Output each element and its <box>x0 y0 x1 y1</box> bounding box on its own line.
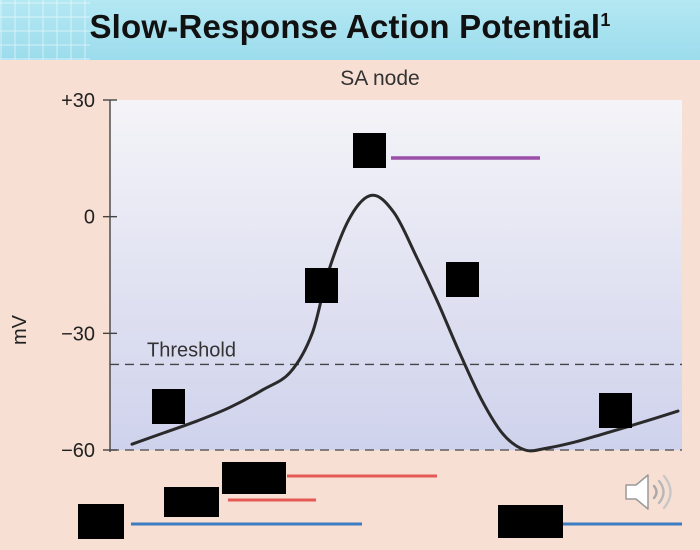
redaction-box-3 <box>446 262 479 297</box>
y-ticks: +30 0 −30 −60 <box>61 90 117 462</box>
plot-area <box>110 100 682 450</box>
chart-subtitle: SA node <box>340 67 419 90</box>
redaction-box-6 <box>222 462 286 494</box>
redaction-box-9 <box>498 505 563 538</box>
page-title: Slow-Response Action Potential1 <box>0 8 700 46</box>
redaction-box-4 <box>152 389 185 424</box>
y-tick-label-3: −60 <box>61 440 95 462</box>
redaction-box-5 <box>599 393 632 428</box>
redaction-box-7 <box>164 487 219 517</box>
page-title-text: Slow-Response Action Potential <box>89 8 601 45</box>
redaction-box-1 <box>353 133 386 168</box>
title-bar: Slow-Response Action Potential1 <box>0 0 700 60</box>
threshold-label: Threshold <box>147 339 236 361</box>
y-tick-label-1: 0 <box>84 207 95 229</box>
action-potential-curve <box>130 193 680 453</box>
y-axis-label: mV <box>9 314 31 345</box>
y-tick-label-2: −30 <box>61 323 95 345</box>
title-decoration <box>0 0 90 60</box>
footnote-marker: 1 <box>600 10 611 30</box>
speaker-icon[interactable] <box>622 470 680 514</box>
redaction-box-8 <box>78 504 124 539</box>
redaction-box-2 <box>305 268 338 303</box>
y-tick-label-0: +30 <box>61 90 95 112</box>
